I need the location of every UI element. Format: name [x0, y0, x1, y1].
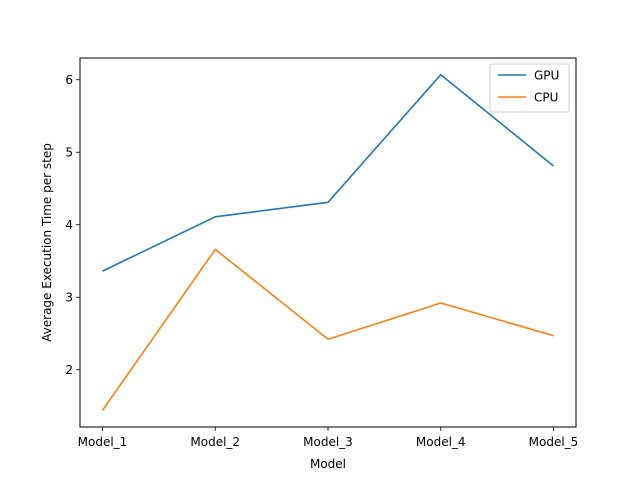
legend-label-gpu: GPU [534, 69, 559, 83]
x-tick-label: Model_1 [78, 435, 128, 449]
y-tick-label: 6 [65, 73, 73, 87]
plot-frame [79, 57, 577, 428]
y-tick-label: 5 [65, 146, 73, 160]
series-line-gpu [102, 73, 555, 272]
x-tick-label: Model_2 [190, 435, 240, 449]
legend: GPU CPU [489, 63, 570, 113]
x-axis-label: Model [310, 457, 346, 471]
y-tick-label: 3 [65, 291, 73, 305]
legend-label-cpu: CPU [534, 91, 558, 105]
y-tick-label: 4 [65, 218, 73, 232]
legend-box [489, 63, 570, 113]
x-axis: Model_1 Model_2 Model_3 Model_4 Model_5 [78, 427, 579, 449]
y-axis-label: Average Execution Time per step [40, 143, 54, 342]
series-line-cpu [101, 248, 554, 411]
x-tick-label: Model_5 [529, 435, 579, 449]
y-tick-label: 2 [65, 363, 73, 377]
series-layer [101, 73, 555, 411]
x-tick-label: Model_3 [303, 435, 353, 449]
x-tick-label: Model_4 [416, 435, 466, 449]
y-axis: 2 3 4 5 6 [65, 73, 80, 377]
